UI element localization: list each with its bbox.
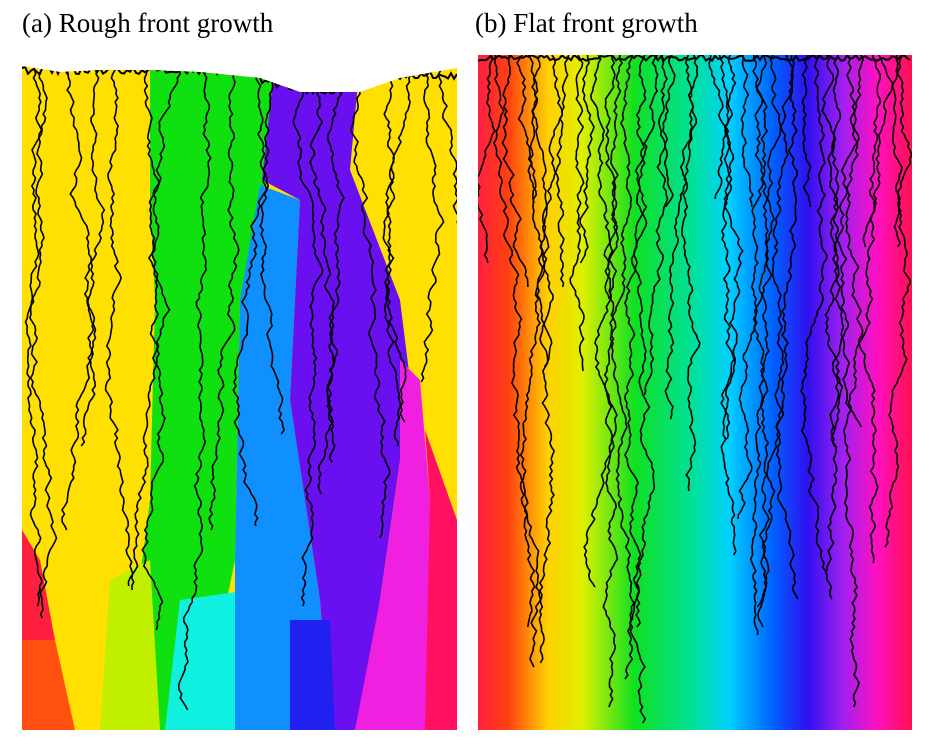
boundary-line	[492, 55, 536, 628]
boundary-line	[519, 55, 550, 664]
boundary-line	[478, 55, 496, 264]
boundary-line	[437, 66, 457, 675]
boundary-line	[80, 66, 106, 447]
region	[100, 560, 160, 730]
region	[235, 185, 330, 730]
boundary-line	[842, 55, 882, 708]
boundary-line	[130, 66, 171, 591]
panel-a-image	[22, 66, 457, 730]
region	[22, 530, 55, 640]
boundary-line	[382, 66, 413, 447]
boundary-line	[800, 55, 833, 600]
boundary-line	[579, 55, 595, 264]
boundary-line	[208, 66, 240, 531]
boundary-line	[824, 55, 860, 571]
boundary-line	[420, 66, 445, 383]
boundary-line	[737, 55, 768, 520]
boundary-line	[821, 55, 863, 428]
boundary-line	[548, 55, 565, 288]
region	[478, 55, 912, 730]
boundary-line	[829, 55, 850, 448]
boundary-line	[536, 55, 570, 368]
boundary-line	[664, 55, 695, 420]
boundary-line	[845, 55, 879, 564]
boundary-line	[501, 55, 529, 288]
boundary-line	[141, 66, 181, 631]
boundary-line	[604, 55, 635, 680]
boundary-line	[569, 55, 585, 372]
boundary-line	[232, 66, 270, 527]
region	[22, 640, 75, 730]
boundary-line	[884, 55, 912, 548]
panel-label: (a) Rough front growth	[22, 8, 274, 38]
boundary-line	[29, 66, 58, 619]
boundary-line	[769, 55, 799, 600]
boundary-line	[643, 55, 669, 396]
growth-front	[478, 55, 911, 63]
boundary-line	[749, 55, 775, 636]
boundary-line	[801, 55, 812, 208]
boundary-line	[723, 55, 744, 440]
boundary-line	[350, 66, 391, 539]
boundary-line	[662, 55, 676, 208]
boundary-line	[681, 55, 701, 492]
boundary-line	[756, 55, 798, 608]
region	[425, 430, 457, 730]
region	[355, 360, 440, 730]
boundary-line	[177, 66, 212, 711]
region	[290, 620, 335, 730]
boundary-line	[628, 55, 656, 724]
boundary-line	[583, 55, 634, 588]
panel-b-image	[478, 55, 912, 730]
boundary-line	[383, 66, 406, 423]
boundary-line	[590, 55, 619, 708]
boundary-line	[604, 55, 623, 300]
boundary-line	[862, 55, 904, 248]
boundaries	[478, 55, 912, 724]
panel-label: (b) Flat front growth	[475, 8, 698, 38]
boundary-line	[317, 66, 346, 495]
boundary-line	[752, 55, 794, 628]
boundary-line	[104, 66, 134, 587]
boundary-line	[740, 55, 754, 208]
region	[262, 66, 410, 730]
boundary-line	[259, 66, 285, 435]
boundary-line	[309, 66, 338, 463]
boundary-line	[623, 55, 659, 628]
boundary-line	[516, 55, 537, 204]
boundary-line	[24, 66, 45, 607]
boundary-line	[292, 66, 324, 607]
boundary-line	[61, 66, 96, 531]
